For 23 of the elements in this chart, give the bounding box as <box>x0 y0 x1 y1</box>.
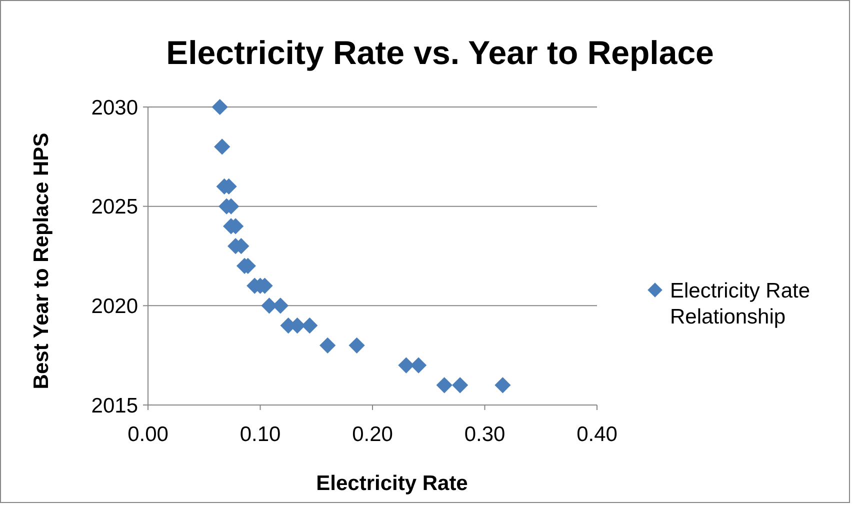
x-tick-label: 0.40 <box>576 423 618 446</box>
x-tick-label: 0.30 <box>464 423 506 446</box>
point <box>436 377 452 394</box>
point <box>214 138 230 155</box>
x-axis-title: Electricity Rate <box>316 472 468 495</box>
y-tick-label: 2015 <box>91 394 138 418</box>
point <box>348 337 365 354</box>
point <box>302 317 318 334</box>
point <box>452 377 468 394</box>
y-tick-label: 2025 <box>91 196 138 219</box>
legend-label: Electricity Rate Relationship <box>670 279 810 329</box>
point <box>410 357 427 374</box>
chart-title: Electricity Rate vs. Year to Replace <box>166 34 714 71</box>
y-tick-label: 2020 <box>91 295 138 318</box>
point <box>320 337 336 354</box>
y-tick-label: 2030 <box>91 96 138 120</box>
x-tick-label: 0.10 <box>240 423 281 446</box>
point <box>494 377 511 394</box>
point <box>212 98 228 116</box>
point <box>398 357 414 374</box>
y-axis-title: Best Year to Replace HPS <box>30 132 53 390</box>
x-tick-label: 0.20 <box>352 423 393 446</box>
x-tick-label: 0.00 <box>128 423 168 446</box>
